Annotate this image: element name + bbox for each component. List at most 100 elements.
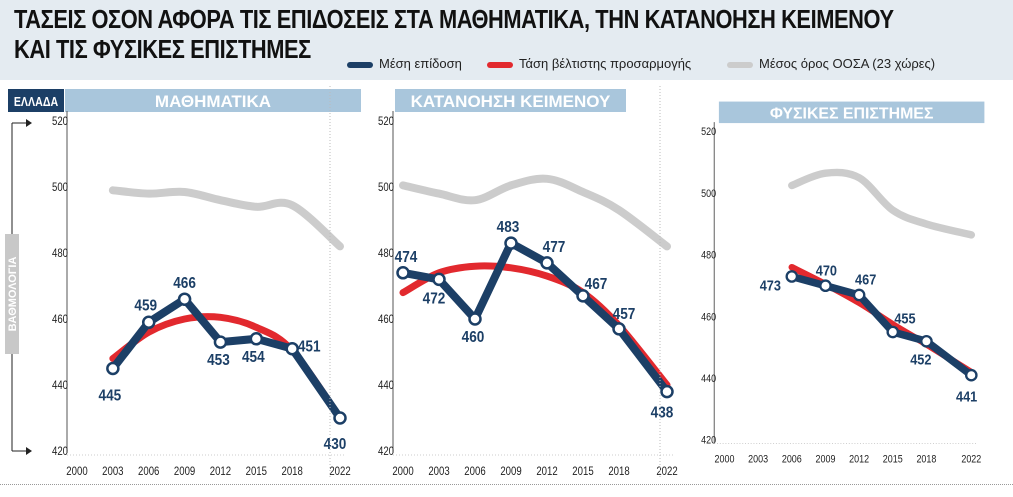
x-tick-label: 2006 — [782, 454, 802, 466]
mean-score-point — [819, 279, 832, 293]
y-tick-label: 520 — [378, 115, 394, 128]
y-tick-label: 460 — [52, 313, 68, 326]
legend-label-score: Μέση επίδοση — [379, 56, 462, 71]
mean-score-line — [399, 239, 671, 396]
y-tick-label: 480 — [52, 247, 68, 260]
y-tick-label: 440 — [701, 373, 716, 385]
x-tick-label: 2003 — [748, 454, 768, 466]
header: ΤΑΣΕΙΣ ΟΣΟΝ ΑΦΟΡΑ ΤΙΣ ΕΠΙΔΟΣΕΙΣ ΣΤΑ ΜΑΘΗ… — [0, 0, 1013, 80]
x-tick-label: 2015 — [246, 465, 267, 478]
oecd-average-line — [399, 174, 671, 251]
x-tick-label: 2012 — [536, 465, 557, 478]
x-tick-label: 2018 — [608, 465, 629, 478]
legend-item-trend: Τάση βέλτιστης προσαρμογής — [487, 56, 691, 71]
mean-score-point — [213, 335, 228, 349]
page-title-line2: ΚΑΙ ΤΙΣ ΦΥΣΙΚΕΣ ΕΠΙΣΤΗΜΕΣ — [14, 34, 311, 64]
data-label: 455 — [894, 310, 915, 327]
panel-title: ΚΑΤΑΝΟΗΣΗ ΚΕΙΜΕΝΟΥ — [411, 92, 611, 111]
x-tick-label: 2000 — [392, 465, 413, 478]
data-label: 472 — [423, 290, 446, 307]
chart-panel-reading: ΚΑΤΑΝΟΗΣΗ ΚΕΙΜΕΝΟΥ 420 440 460 480 500 520 2000… — [378, 86, 678, 478]
mean-score-point — [886, 325, 900, 339]
mean-score-point — [504, 236, 518, 250]
legend-swatch-oecd — [727, 61, 753, 68]
country-tag — [8, 89, 64, 112]
mean-score-point — [141, 315, 156, 330]
mean-score-point — [333, 411, 347, 425]
data-label: 467 — [585, 276, 608, 293]
legend-label-trend: Τάση βέλτιστης προσαρμογής — [519, 56, 692, 71]
data-label: 445 — [99, 388, 122, 405]
x-tick-label: 2003 — [102, 465, 123, 478]
y-tick-label: 420 — [701, 435, 716, 447]
x-tick-label: 2009 — [174, 465, 195, 478]
x-tick-label: 2015 — [883, 454, 903, 466]
data-label: 453 — [207, 352, 230, 369]
data-label: 467 — [855, 271, 876, 288]
mean-score-point — [106, 361, 120, 376]
x-tick-label: 2006 — [138, 465, 159, 478]
arrow-head-icon — [26, 119, 32, 127]
x-tick-label: 2000 — [715, 454, 735, 466]
legend-item-oecd: Μέσος όρος ΟΟΣΑ (23 χώρες) — [727, 56, 935, 71]
data-label: 470 — [816, 261, 837, 278]
data-label: 460 — [462, 329, 485, 346]
data-label: 451 — [298, 339, 321, 356]
y-tick-label: 500 — [52, 181, 68, 194]
mean-score-point — [540, 256, 554, 270]
y-tick-label: 420 — [52, 445, 68, 458]
data-label: 457 — [613, 306, 636, 323]
mean-score-line — [788, 272, 976, 379]
mean-score-point — [660, 384, 674, 399]
y-tick-label: 520 — [701, 126, 716, 138]
mean-score-point — [964, 368, 978, 382]
panel-title: ΦΥΣΙΚΕΣ ΕΠΙΣΤΗΜΕΣ — [770, 105, 934, 122]
mean-score-point — [177, 292, 192, 306]
x-tick-label: 2012 — [210, 465, 231, 478]
y-tick-label: 440 — [52, 379, 68, 392]
data-label: 483 — [497, 219, 520, 236]
y-axis-label-box — [5, 234, 19, 354]
x-tick-label: 2009 — [816, 454, 836, 466]
y-tick-label: 440 — [378, 379, 394, 392]
chart-panel-science: ΦΥΣΙΚΕΣ ΕΠΙΣΤΗΜΕΣ 420 440 460 480 500 520 2000 2… — [701, 101, 985, 466]
panel-header-band — [718, 101, 985, 124]
data-label: 459 — [134, 297, 157, 314]
x-tick-label: 2009 — [500, 465, 521, 478]
y-tick-label: 460 — [701, 311, 716, 323]
mean-score-point — [612, 322, 626, 336]
mean-score-point — [432, 272, 446, 287]
panel-header-band — [65, 89, 361, 112]
data-label: 473 — [760, 276, 781, 293]
x-tick-label: 2003 — [428, 465, 449, 478]
mean-score-point — [468, 312, 482, 326]
y-tick-label: 500 — [378, 181, 394, 194]
mean-score-point — [920, 334, 933, 348]
arrow-head-icon — [26, 447, 32, 455]
y-tick-label: 480 — [701, 250, 716, 262]
data-label: 430 — [324, 436, 347, 453]
x-tick-label: 2015 — [572, 465, 593, 478]
oecd-average-line — [108, 186, 344, 251]
mean-score-point — [285, 341, 299, 356]
legend-label-oecd: Μέσος όρος ΟΟΣΑ (23 χώρες) — [759, 56, 936, 71]
y-tick-label: 520 — [52, 115, 68, 128]
y-tick-label: 480 — [378, 247, 394, 260]
x-tick-label: 2018 — [916, 454, 936, 466]
x-tick-label: 2022 — [656, 465, 677, 478]
panel-title: ΜΑΘΗΜΑΤΙΚΑ — [155, 92, 271, 111]
x-tick-label: 2018 — [282, 465, 303, 478]
mean-score-point — [576, 289, 590, 303]
x-tick-label: 2000 — [66, 465, 87, 478]
oecd-average-line — [788, 168, 976, 239]
x-tick-label: 2022 — [329, 465, 350, 478]
legend-swatch-score — [347, 61, 373, 68]
data-label: 454 — [242, 349, 265, 366]
data-label: 474 — [395, 249, 418, 266]
mean-score-point — [785, 270, 799, 283]
x-tick-label: 2022 — [961, 454, 981, 466]
data-label: 441 — [956, 387, 977, 404]
bottom-divider — [0, 484, 1013, 485]
panel-header-band — [395, 89, 626, 112]
y-tick-label: 460 — [378, 313, 394, 326]
